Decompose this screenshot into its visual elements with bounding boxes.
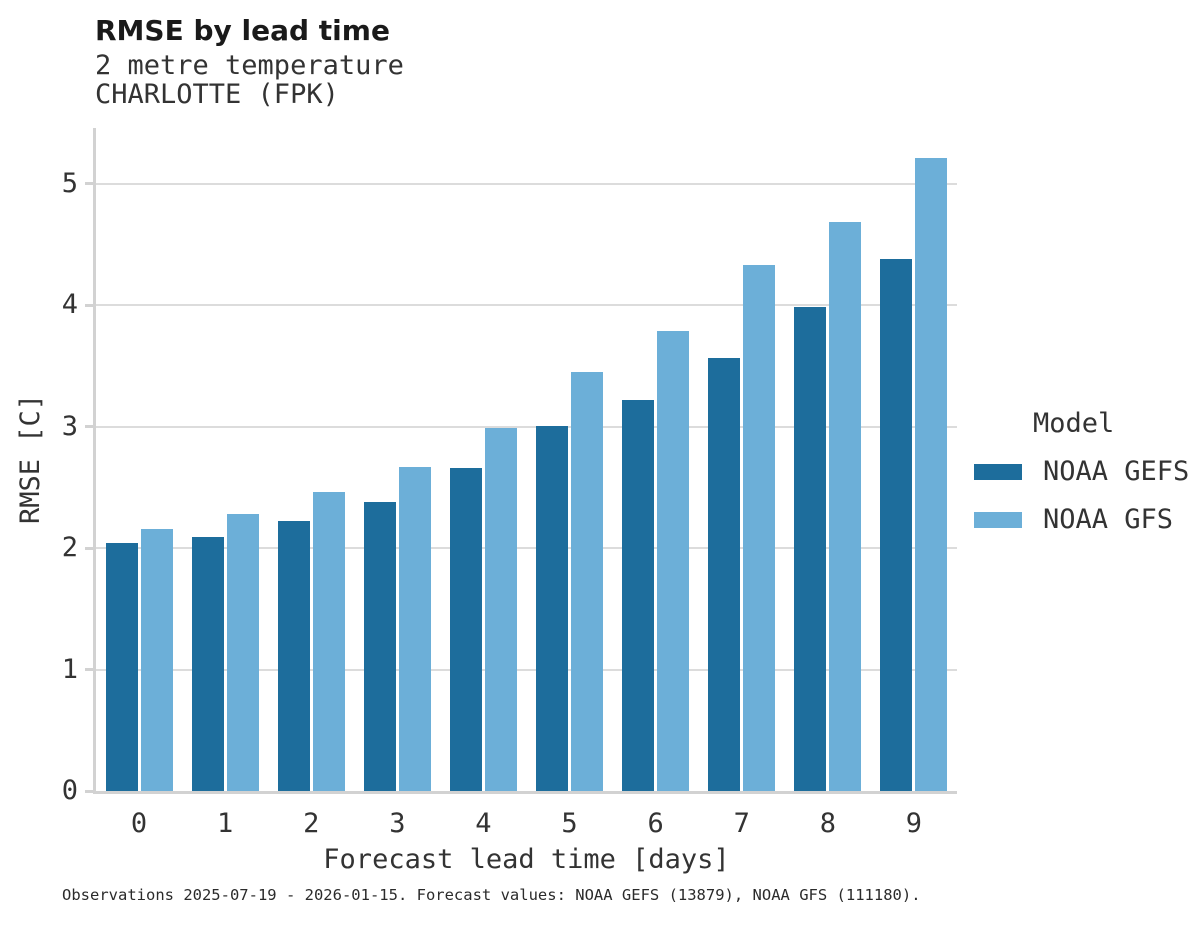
bar-noaa-gfs-day-9: [915, 158, 948, 791]
footnote: Observations 2025-07-19 - 2026-01-15. Fo…: [62, 886, 921, 904]
y-tick-label: 0: [61, 775, 78, 806]
bar-noaa-gefs-day-4: [449, 468, 482, 791]
bar-noaa-gefs-day-2: [277, 521, 310, 791]
x-tick-label: 0: [130, 808, 148, 839]
gridline-y-3: [96, 425, 957, 428]
bar-noaa-gefs-day-5: [536, 425, 569, 791]
y-axis-title: RMSE [C]: [2, 128, 58, 791]
x-tick-label: 8: [819, 808, 836, 839]
legend-entry-noaa-gfs: NOAA GFS: [974, 504, 1189, 535]
x-tick-label: 6: [647, 808, 664, 839]
chart-station-name: CHARLOTTE (FPK): [95, 79, 339, 110]
legend-swatch: [974, 511, 1022, 528]
bar-noaa-gfs-day-6: [657, 330, 690, 791]
y-tick-mark-5: [85, 182, 93, 186]
bar-noaa-gefs-day-8: [794, 306, 827, 791]
bar-noaa-gfs-day-4: [484, 427, 517, 791]
bar-noaa-gfs-day-1: [226, 514, 259, 791]
x-tick-label: 4: [475, 808, 492, 839]
legend-title: Model: [1033, 408, 1115, 439]
legend: Model NOAA GEFS NOAA GFS: [974, 408, 1189, 535]
x-tick-label: 7: [733, 808, 750, 839]
bar-noaa-gfs-day-3: [398, 466, 431, 791]
legend-label: NOAA GEFS: [1043, 456, 1190, 487]
legend-swatch: [974, 463, 1022, 480]
legend-label: NOAA GFS: [1043, 504, 1174, 535]
x-tick-label: 3: [389, 808, 406, 839]
x-axis-title: Forecast lead time [days]: [323, 844, 730, 875]
y-tick-label: 1: [61, 653, 78, 685]
chart-title: RMSE by lead time: [95, 14, 390, 47]
x-tick-label: 1: [217, 808, 234, 839]
y-tick-label: 4: [61, 289, 78, 321]
y-tick-mark-2: [85, 546, 93, 550]
x-tick-label: 9: [905, 808, 923, 839]
x-tick-label: 5: [561, 808, 578, 839]
x-tick-label: 2: [303, 808, 320, 839]
bar-noaa-gefs-day-3: [363, 502, 396, 791]
y-tick-label: 3: [61, 410, 78, 442]
bar-noaa-gefs-day-7: [708, 357, 741, 791]
y-tick-mark-4: [85, 303, 93, 307]
gridline-y-4: [96, 304, 957, 307]
gridline-y-5: [96, 182, 957, 185]
legend-entry-noaa-gefs: NOAA GEFS: [974, 456, 1189, 487]
y-tick-label: 5: [61, 167, 78, 199]
bar-noaa-gefs-day-9: [880, 259, 913, 791]
bar-noaa-gefs-day-6: [622, 400, 655, 791]
y-tick-mark-1: [85, 668, 93, 672]
bar-noaa-gfs-day-2: [312, 492, 345, 791]
bar-noaa-gfs-day-0: [140, 528, 173, 791]
bar-noaa-gfs-day-8: [829, 221, 862, 791]
chart-subtitle: 2 metre temperature: [95, 50, 404, 81]
bar-noaa-gfs-day-7: [743, 265, 776, 791]
gridline-y-1: [96, 668, 957, 671]
bar-noaa-gefs-day-0: [105, 543, 138, 791]
bar-noaa-gefs-day-1: [191, 537, 224, 791]
gridline-y-2: [96, 547, 957, 550]
y-tick-mark-3: [85, 425, 93, 429]
y-tick-mark-0: [85, 789, 93, 793]
y-tick-label: 2: [61, 532, 78, 564]
bar-noaa-gfs-day-5: [571, 372, 604, 791]
plot-area: Forecast lead time [days] 0 1 2 3 4 5 0 1 2 3 4 5 6 7…: [62, 128, 957, 875]
